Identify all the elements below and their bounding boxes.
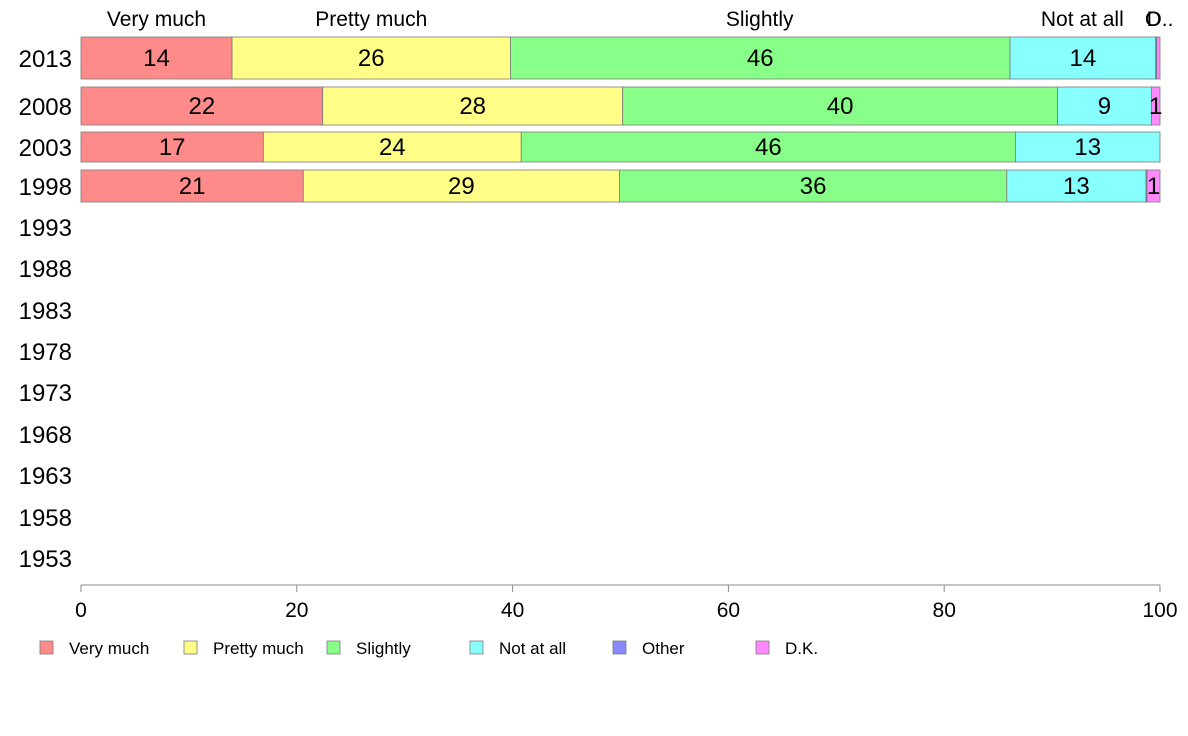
- legend-label: D.K.: [785, 639, 818, 658]
- data-label: 1: [1149, 93, 1162, 120]
- header-label-2: Slightly: [726, 8, 794, 31]
- legend-label: Slightly: [356, 639, 411, 658]
- bar-2008-d-k-: [1150, 86, 1161, 126]
- y-tick-label: 1958: [19, 505, 72, 532]
- y-tick-label: 2008: [19, 94, 72, 121]
- data-label: 22: [188, 93, 215, 120]
- bar-2008-slightly: [622, 86, 1058, 126]
- legend: Very much Pretty much Slightly Not at all Ot…: [39, 639, 818, 658]
- bar-2008-not-at-all: [1057, 86, 1152, 126]
- legend-swatch: [755, 640, 770, 655]
- y-tick-label: 1983: [19, 298, 72, 325]
- data-label: 21: [179, 173, 206, 200]
- bar-2003-not-at-all: [1015, 131, 1161, 163]
- bar-2013-pretty-much: [231, 36, 511, 80]
- x-tick-label: 80: [933, 599, 956, 622]
- legend-label: Other: [642, 639, 685, 658]
- segment-header-labels: Very much Pretty much Slightly Not at all OD…: [107, 8, 1174, 31]
- x-axis: 0 20 40 60 80 100: [75, 584, 1178, 622]
- bar-2008-pretty-much: [322, 86, 624, 126]
- bar-1998-not-at-all: [1006, 169, 1147, 203]
- data-label: 46: [755, 134, 782, 161]
- legend-swatch: [39, 640, 54, 655]
- x-tick-label: 40: [501, 599, 524, 622]
- data-label: 17: [159, 134, 186, 161]
- x-tick-label: 20: [285, 599, 308, 622]
- header-label-1: Pretty much: [315, 8, 427, 31]
- header-label-5: D..: [1147, 8, 1174, 31]
- data-label: 14: [143, 45, 170, 72]
- data-label: 40: [827, 93, 854, 120]
- data-label: 36: [800, 173, 827, 200]
- data-label: 13: [1074, 134, 1101, 161]
- header-label-3: Not at all: [1041, 8, 1124, 31]
- data-label: 28: [459, 93, 486, 120]
- legend-label: Pretty much: [213, 639, 304, 658]
- x-tick-label: 60: [717, 599, 740, 622]
- bar-2013-d-k-: [1156, 36, 1161, 80]
- y-tick-label: 1978: [19, 339, 72, 366]
- bar-2003-slightly: [520, 131, 1016, 163]
- legend-label: Not at all: [499, 639, 566, 658]
- y-tick-label: 1998: [19, 174, 72, 201]
- data-label: 14: [1069, 45, 1096, 72]
- y-axis: 2013 2008 2003 1998 1993 1988 1983 1978 1973 1968…: [19, 46, 72, 573]
- y-tick-label: 1993: [19, 215, 72, 242]
- bar-2003-very-much: [80, 131, 264, 163]
- legend-swatch: [183, 640, 198, 655]
- data-label: 13: [1063, 173, 1090, 200]
- x-tick-label: 0: [75, 599, 87, 622]
- y-tick-label: 2013: [19, 46, 72, 73]
- y-tick-label: 1963: [19, 463, 72, 490]
- header-label-4: O: [1145, 8, 1161, 31]
- data-label: 9: [1098, 93, 1111, 120]
- data-label: 24: [379, 134, 406, 161]
- y-tick-label: 1953: [19, 546, 72, 573]
- legend-swatch: [612, 640, 627, 655]
- bar-1998-slightly: [619, 169, 1008, 203]
- bar-1998-d-k-: [1146, 169, 1161, 203]
- bar-2008-very-much: [80, 86, 324, 126]
- data-label: 46: [747, 45, 774, 72]
- y-tick-label: 1988: [19, 256, 72, 283]
- y-tick-label: 2003: [19, 135, 72, 162]
- x-tick-label: 100: [1142, 599, 1177, 622]
- y-tick-label: 1973: [19, 380, 72, 407]
- header-label-0: Very much: [107, 8, 206, 31]
- data-label: 29: [448, 173, 475, 200]
- bars: 14 26 46 14 22 28 40 9 1 17 24 46 13 21 29 36 13 1: [80, 36, 1162, 203]
- legend-label: Very much: [69, 639, 149, 658]
- data-label: 26: [358, 45, 385, 72]
- bar-1998-very-much: [80, 169, 304, 203]
- legend-swatch: [469, 640, 484, 655]
- legend-swatch: [326, 640, 341, 655]
- data-label: 1: [1147, 173, 1160, 200]
- y-tick-label: 1968: [19, 422, 72, 449]
